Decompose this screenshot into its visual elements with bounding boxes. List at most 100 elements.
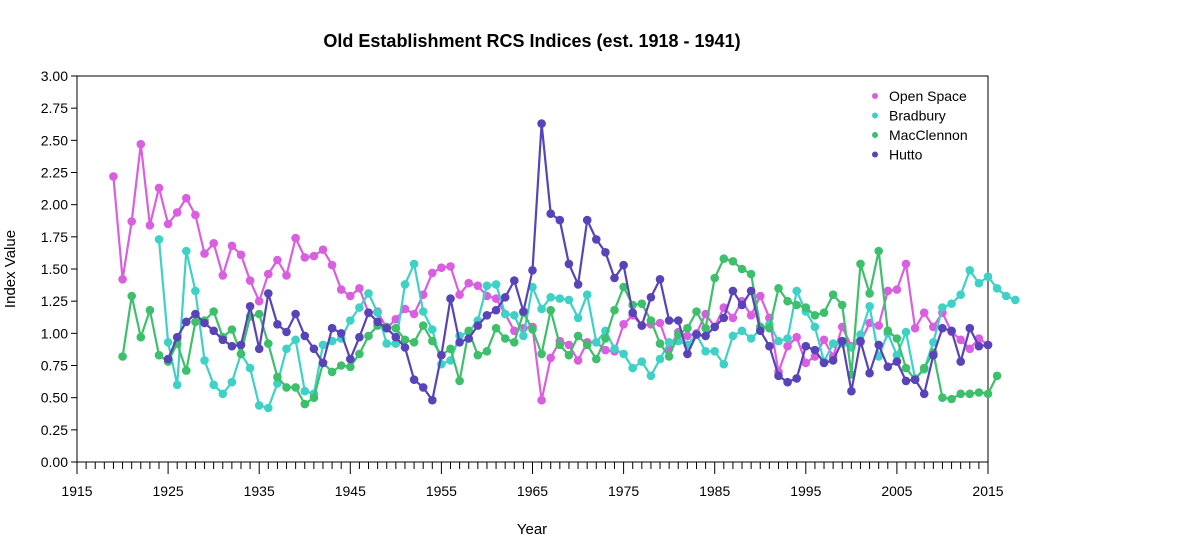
data-point-macclennon (819, 308, 829, 318)
data-point-macclennon (619, 282, 628, 292)
data-point-open-space (355, 284, 364, 293)
data-point-hutto (564, 259, 574, 269)
data-point-macclennon (865, 289, 874, 298)
data-point-bradbury (537, 304, 546, 314)
data-point-macclennon (728, 257, 738, 266)
data-point-open-space (218, 271, 228, 280)
data-point-bradbury (546, 293, 555, 302)
data-point-open-space (965, 344, 975, 354)
data-point-macclennon (309, 393, 319, 403)
data-point-macclennon (546, 305, 555, 315)
data-point-macclennon (746, 269, 756, 279)
data-point-bradbury (983, 272, 993, 282)
data-point-bradbury (938, 303, 947, 312)
data-point-hutto (182, 317, 191, 327)
data-point-bradbury (382, 339, 392, 348)
data-point-macclennon (154, 350, 164, 360)
legend-label-open-space: Open Space (889, 88, 967, 104)
y-axis-label: Index Value (2, 230, 19, 308)
data-point-hutto (774, 371, 783, 381)
data-point-macclennon (118, 352, 127, 361)
data-point-bradbury (856, 330, 865, 339)
data-point-open-space (409, 309, 419, 319)
data-point-hutto (528, 266, 537, 275)
data-point-bradbury (564, 295, 574, 305)
data-point-hutto (792, 374, 801, 383)
data-point-open-space (163, 219, 173, 229)
data-point-open-space (728, 313, 738, 323)
data-point-macclennon (273, 372, 282, 382)
data-point-hutto (619, 260, 628, 270)
data-point-bradbury (245, 363, 255, 373)
data-point-open-space (428, 268, 437, 278)
data-point-hutto (473, 321, 483, 330)
data-point-macclennon (145, 305, 155, 315)
legend-marker-open-space (872, 93, 878, 99)
data-point-bradbury (264, 403, 273, 413)
data-point-macclennon (282, 383, 291, 392)
data-point-bradbury (728, 331, 738, 341)
data-point-macclennon (391, 323, 401, 333)
data-point-open-space (792, 332, 801, 342)
data-point-open-space (300, 253, 310, 262)
data-point-macclennon (874, 246, 883, 256)
y-tick-label: 2.75 (41, 100, 68, 116)
data-point-hutto (783, 377, 792, 387)
data-point-macclennon (327, 367, 337, 377)
data-point-hutto (482, 311, 492, 320)
data-point-macclennon (455, 376, 464, 386)
data-point-open-space (901, 259, 911, 269)
data-point-hutto (491, 305, 501, 315)
data-point-hutto (273, 320, 282, 329)
data-point-open-space (601, 345, 610, 355)
y-axis: 0.00 0.25 0.50 0.75 1.00 1.25 1.50 1.75 2.00 2.25… (41, 68, 77, 470)
data-point-hutto (874, 340, 883, 350)
data-point-hutto (409, 375, 419, 385)
y-tick-label: 0.25 (41, 422, 68, 438)
data-point-bradbury (965, 266, 975, 275)
data-point-open-space (391, 314, 401, 324)
data-point-macclennon (291, 383, 300, 392)
data-point-macclennon (801, 303, 811, 312)
data-point-macclennon (938, 393, 947, 403)
data-point-bradbury (746, 334, 756, 343)
data-point-macclennon (355, 349, 364, 359)
data-point-hutto (291, 309, 300, 319)
data-point-macclennon (400, 335, 410, 345)
data-point-hutto (537, 119, 546, 128)
data-point-bradbury (892, 350, 902, 360)
data-point-macclennon (646, 316, 656, 325)
data-point-macclennon (346, 362, 355, 372)
legend-label-bradbury: Bradbury (889, 108, 946, 124)
data-point-hutto (710, 322, 719, 332)
y-tick-label: 2.00 (41, 197, 68, 213)
data-point-macclennon (582, 340, 592, 350)
x-tick-label: 2005 (881, 483, 912, 499)
data-point-bradbury (655, 354, 665, 364)
legend-marker-bradbury (872, 112, 878, 119)
data-point-hutto (373, 317, 382, 327)
series-macclennon (118, 246, 1002, 409)
data-point-hutto (801, 341, 811, 351)
data-point-macclennon (127, 291, 136, 301)
data-point-open-space (236, 250, 246, 260)
data-point-bradbury (346, 316, 355, 325)
data-point-macclennon (692, 307, 701, 316)
series-layer (109, 119, 1020, 413)
data-point-hutto (382, 323, 392, 333)
data-point-open-space (273, 255, 282, 265)
data-point-macclennon (883, 326, 893, 336)
data-point-macclennon (254, 309, 264, 319)
data-point-macclennon (500, 334, 510, 343)
data-point-open-space (464, 278, 474, 288)
data-point-macclennon (601, 334, 610, 343)
data-point-open-space (127, 217, 136, 226)
data-point-macclennon (136, 332, 146, 342)
y-tick-label: 1.50 (41, 261, 68, 277)
data-point-bradbury (282, 344, 291, 354)
data-point-bradbury (200, 356, 209, 365)
data-point-open-space (136, 139, 146, 149)
data-point-hutto (637, 321, 647, 330)
data-point-open-space (473, 281, 483, 291)
data-point-bradbury (163, 338, 173, 347)
